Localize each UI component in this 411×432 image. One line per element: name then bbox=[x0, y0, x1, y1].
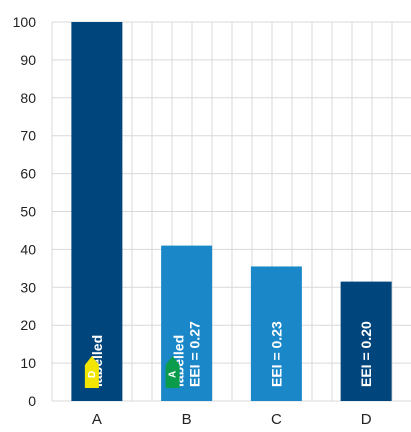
y-tick-label: 80 bbox=[20, 90, 36, 106]
y-tick-label: 10 bbox=[20, 355, 36, 371]
y-tick-label: 30 bbox=[20, 279, 36, 295]
bar-data-label: EEI = 0.23 bbox=[268, 321, 284, 387]
bar-data-label: EEI = 0.20 bbox=[358, 321, 374, 387]
energy-class-letter: A bbox=[168, 371, 179, 378]
y-tick-label: 20 bbox=[20, 317, 36, 333]
x-tick-label: C bbox=[271, 411, 282, 428]
y-tick-label: 50 bbox=[20, 204, 36, 220]
y-tick-label: 70 bbox=[20, 128, 36, 144]
y-tick-label: 40 bbox=[20, 241, 36, 257]
x-tick-label: D bbox=[361, 411, 372, 428]
y-tick-label: 90 bbox=[20, 52, 36, 68]
energy-class-badge bbox=[84, 356, 99, 388]
x-tick-label: A bbox=[92, 411, 102, 428]
bar-c bbox=[250, 266, 302, 401]
x-tick-label: B bbox=[182, 411, 192, 428]
bar-d bbox=[340, 281, 392, 401]
bar-a bbox=[71, 22, 123, 401]
y-tick-label: 60 bbox=[20, 166, 36, 182]
y-tick-label: 0 bbox=[28, 393, 36, 409]
bar-data-label: EEI = 0.27 bbox=[187, 321, 203, 387]
energy-class-letter: D bbox=[87, 371, 98, 378]
energy-class-badge bbox=[165, 356, 180, 388]
y-tick-label: 100 bbox=[13, 14, 37, 30]
